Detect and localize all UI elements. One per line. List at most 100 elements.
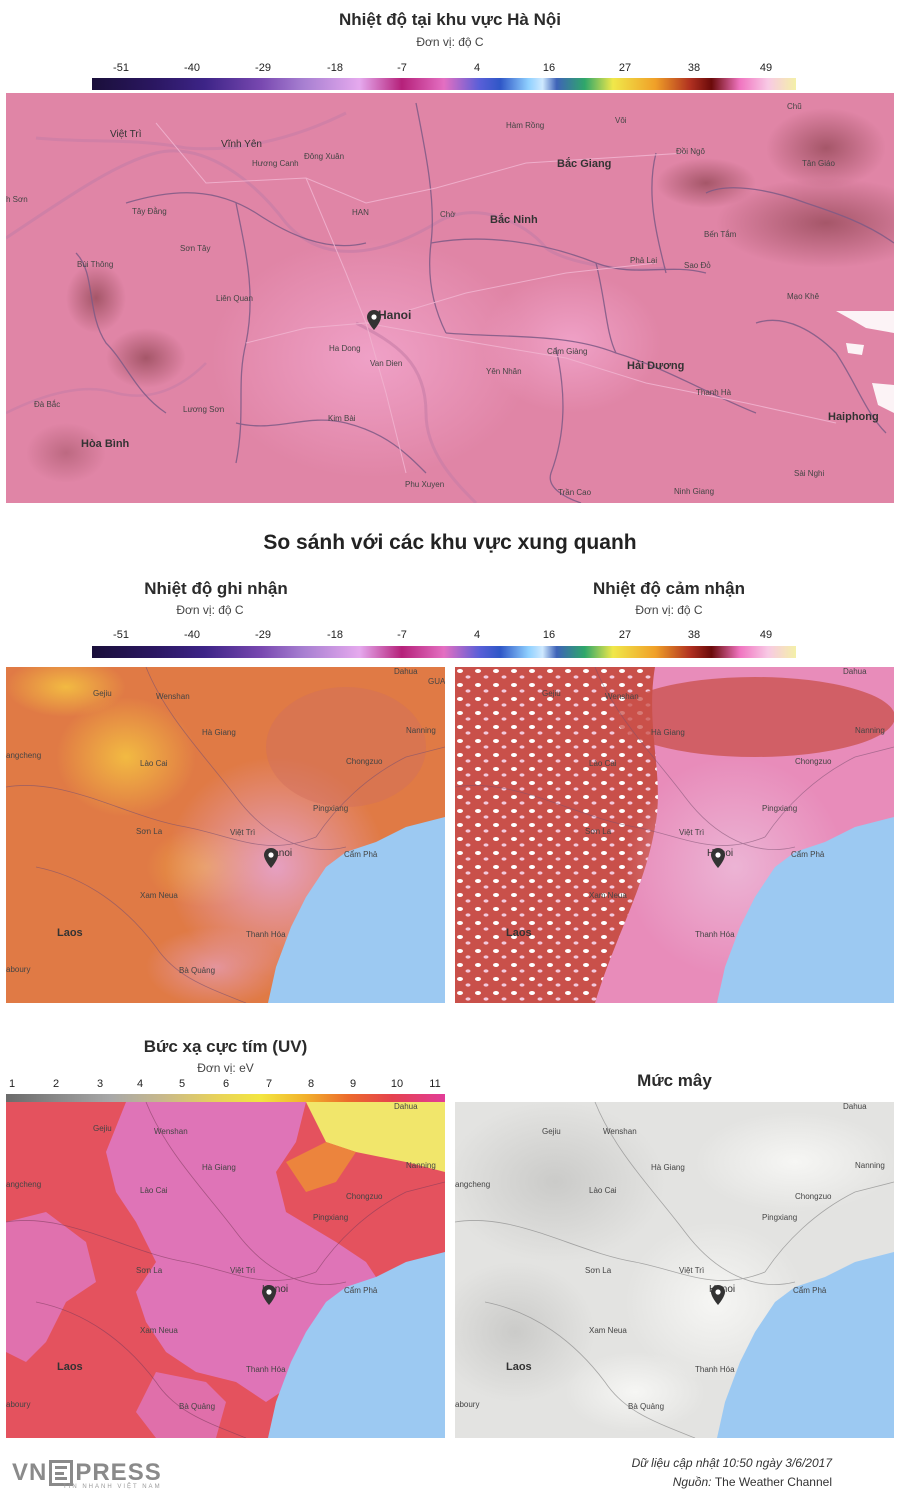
map-label: Việt Trì bbox=[679, 1266, 705, 1275]
map-label: Cẩm Phả bbox=[344, 1286, 378, 1295]
cloud-title: Mức mây bbox=[637, 1071, 712, 1090]
map-label: Dahua bbox=[394, 667, 418, 676]
recorded-temperature-map[interactable]: Dahua GUA Gejiu Wenshan Hà Giang Nanning… bbox=[6, 667, 445, 1003]
temp-scale-labels-top: -51 -40 -29 -18 -7 4 16 27 38 49 bbox=[92, 62, 796, 78]
tick-label: 8 bbox=[307, 1078, 315, 1090]
location-pin-icon[interactable] bbox=[262, 1285, 276, 1305]
map-label: Liên Quan bbox=[216, 294, 253, 303]
location-pin-icon[interactable] bbox=[367, 310, 381, 330]
map-label: Phả Lại bbox=[630, 256, 658, 265]
map-label: Hà Giang bbox=[202, 728, 236, 737]
map-label: Pingxiang bbox=[762, 804, 798, 813]
tick-label: 1 bbox=[8, 1078, 16, 1090]
map-label: Bà Quảng bbox=[179, 966, 216, 975]
map-label: Bắc Giang bbox=[557, 158, 612, 170]
map-label: Laos bbox=[57, 1361, 83, 1373]
map-label: Cẩm Phả bbox=[344, 850, 378, 859]
map-label: Sơn La bbox=[136, 827, 163, 836]
map-label: Chongzuo bbox=[795, 757, 832, 766]
map-label: Thanh Hóa bbox=[695, 930, 735, 939]
tick-label: 27 bbox=[618, 629, 632, 641]
map-label-hanoi: Hanoi bbox=[378, 308, 412, 322]
map-label: GUA bbox=[428, 677, 445, 686]
tick-label: 4 bbox=[473, 62, 481, 74]
feels-like-temperature-map[interactable]: Dahua Gejiu Wenshan Hà Giang Nanning Lào… bbox=[455, 667, 894, 1003]
map-label: Đồi Ngô bbox=[676, 147, 705, 156]
map-label: Sơn La bbox=[585, 827, 612, 836]
uv-color-scale bbox=[6, 1094, 445, 1102]
tick-label: -51 bbox=[113, 62, 129, 74]
map-label: Bà Quảng bbox=[628, 1402, 665, 1411]
tick-label: 49 bbox=[759, 629, 773, 641]
map-label: angcheng bbox=[6, 751, 42, 760]
map-label: Gejiu bbox=[542, 1127, 561, 1136]
map-label: Pingxiang bbox=[762, 1213, 798, 1222]
map-label: Đông Xuân bbox=[304, 152, 345, 161]
map-label: HAN bbox=[352, 208, 369, 217]
hanoi-temperature-map[interactable]: Việt Trì Vĩnh Yên Hương Canh Đông Xuân H… bbox=[6, 93, 894, 503]
feels-map-graphic bbox=[455, 667, 894, 1003]
map-label: Chờ bbox=[440, 210, 456, 219]
map-label: Gejiu bbox=[93, 689, 112, 698]
map-label: Hải Dương bbox=[627, 360, 685, 372]
uv-radiation-map[interactable]: Dahua Gejiu Wenshan Hà Giang Nanning ang… bbox=[6, 1102, 445, 1438]
map-label: Xam Neua bbox=[589, 891, 627, 900]
tick-label: -40 bbox=[184, 62, 200, 74]
map-label: Lương Sơn bbox=[183, 405, 225, 414]
map-label: aboury bbox=[455, 1400, 480, 1409]
tick-label: 9 bbox=[349, 1078, 357, 1090]
feels-title: Nhiệt độ cảm nhận bbox=[592, 579, 746, 598]
location-pin-icon[interactable] bbox=[711, 848, 725, 868]
map-label: Bắc Ninh bbox=[490, 214, 538, 226]
vnexpress-logo[interactable]: VN PRESS bbox=[12, 1458, 162, 1488]
map-label: Chongzuo bbox=[346, 757, 383, 766]
map-label: Gejiu bbox=[542, 689, 561, 698]
cloud-cover-map[interactable]: Dahua Gejiu Wenshan Hà Giang Nanning ang… bbox=[455, 1102, 894, 1438]
map-label: Hòa Bình bbox=[81, 438, 130, 450]
recorded-map-graphic bbox=[6, 667, 445, 1003]
map-label: Van Dien bbox=[370, 359, 403, 368]
recorded-title: Nhiệt độ ghi nhận bbox=[144, 579, 288, 598]
map-label: Pingxiang bbox=[313, 804, 349, 813]
logo-e-icon bbox=[49, 1460, 74, 1486]
feels-unit: Đơn vị: độ C bbox=[635, 603, 703, 617]
tick-label: -40 bbox=[184, 629, 200, 641]
main-unit: Đơn vị: độ C bbox=[416, 35, 484, 49]
map-label: Laos bbox=[506, 1361, 532, 1373]
map-label: Lào Cai bbox=[140, 1186, 168, 1195]
map-label: Sài Nghi bbox=[794, 469, 825, 478]
map-label: Thanh Hóa bbox=[695, 1365, 735, 1374]
temperature-color-scale-2 bbox=[92, 646, 796, 658]
tick-label: 16 bbox=[542, 62, 556, 74]
uv-unit: Đơn vị: eV bbox=[197, 1061, 254, 1075]
tick-label: 38 bbox=[687, 62, 701, 74]
map-label: Việt Trì bbox=[230, 828, 256, 837]
map-label: Laos bbox=[57, 927, 83, 939]
uv-map-graphic bbox=[6, 1102, 445, 1438]
map-label: Sơn La bbox=[585, 1266, 612, 1275]
location-pin-icon[interactable] bbox=[264, 848, 278, 868]
map-label: Tân Giáo bbox=[802, 159, 835, 168]
map-label: Lào Cai bbox=[589, 759, 617, 768]
map-label: Ninh Giang bbox=[674, 487, 715, 496]
location-pin-icon[interactable] bbox=[711, 1285, 725, 1305]
tick-label: -51 bbox=[113, 629, 129, 641]
map-label: Vôi bbox=[615, 116, 627, 125]
map-label: Gejiu bbox=[93, 1124, 112, 1133]
tick-label: 7 bbox=[265, 1078, 273, 1090]
map-label: Wenshan bbox=[603, 1127, 637, 1136]
main-title: Nhiệt độ tại khu vực Hà Nội bbox=[338, 10, 561, 29]
map-label: Sơn La bbox=[136, 1266, 163, 1275]
map-label: Cẩm Giàng bbox=[547, 347, 588, 356]
map-label: Hà Giang bbox=[651, 728, 685, 737]
map-label: Nanning bbox=[406, 1161, 436, 1170]
map-label: Chũ bbox=[787, 102, 802, 111]
tick-label: -18 bbox=[327, 629, 343, 641]
temperature-color-scale bbox=[92, 78, 796, 90]
uv-scale-labels: 1 2 3 4 5 6 7 8 9 10 11 bbox=[6, 1078, 445, 1094]
tick-label: 27 bbox=[618, 62, 632, 74]
map-label: Xam Neua bbox=[589, 1326, 627, 1335]
logo-press: PRESS bbox=[75, 1459, 162, 1486]
map-label: Lào Cai bbox=[589, 1186, 617, 1195]
map-label: Dahua bbox=[394, 1102, 418, 1111]
